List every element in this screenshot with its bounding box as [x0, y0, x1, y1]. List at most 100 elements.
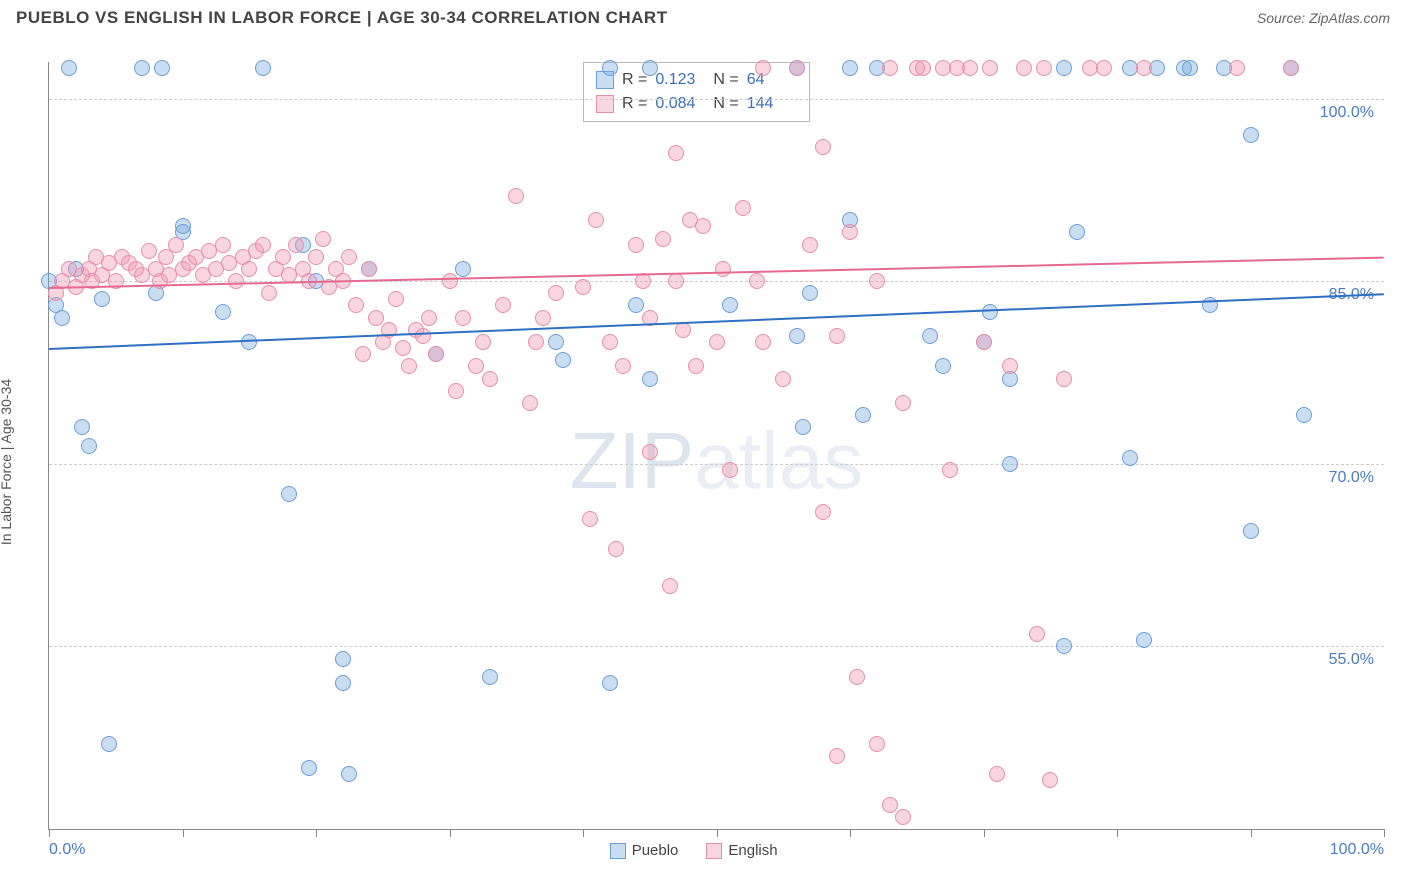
data-point: [1243, 127, 1259, 143]
data-point: [475, 334, 491, 350]
x-tick: [450, 829, 451, 837]
data-point: [642, 371, 658, 387]
data-point: [455, 261, 471, 277]
data-point: [101, 736, 117, 752]
data-point: [882, 797, 898, 813]
data-point: [555, 352, 571, 368]
data-point: [602, 60, 618, 76]
legend-swatch: [610, 843, 626, 859]
data-point: [482, 371, 498, 387]
data-point: [308, 249, 324, 265]
data-point: [1122, 450, 1138, 466]
data-point: [602, 675, 618, 691]
data-point: [61, 60, 77, 76]
data-point: [228, 273, 244, 289]
data-point: [1002, 358, 1018, 374]
data-point: [388, 291, 404, 307]
data-point: [535, 310, 551, 326]
data-point: [775, 371, 791, 387]
data-point: [1042, 772, 1058, 788]
data-point: [795, 419, 811, 435]
legend-n-label: N =: [713, 92, 738, 116]
data-point: [255, 237, 271, 253]
data-point: [662, 578, 678, 594]
data-point: [455, 310, 471, 326]
data-point: [1296, 407, 1312, 423]
data-point: [255, 60, 271, 76]
data-point: [215, 304, 231, 320]
data-point: [1136, 60, 1152, 76]
x-tick: [984, 829, 985, 837]
data-point: [829, 748, 845, 764]
x-tick: [717, 829, 718, 837]
data-point: [575, 279, 591, 295]
data-point: [915, 60, 931, 76]
data-point: [1069, 224, 1085, 240]
data-point: [1002, 456, 1018, 472]
data-point: [608, 541, 624, 557]
data-point: [341, 249, 357, 265]
data-point: [942, 462, 958, 478]
x-tick-label: 100.0%: [1330, 841, 1384, 859]
data-point: [849, 669, 865, 685]
data-point: [368, 310, 384, 326]
data-point: [829, 328, 845, 344]
data-point: [261, 285, 277, 301]
x-tick-label: 0.0%: [49, 841, 85, 859]
data-point: [241, 334, 257, 350]
data-point: [548, 285, 564, 301]
data-point: [976, 334, 992, 350]
gridline: [49, 646, 1384, 647]
data-point: [1243, 523, 1259, 539]
data-point: [1029, 626, 1045, 642]
x-tick: [1117, 829, 1118, 837]
legend-row: R =0.084N =144: [596, 92, 797, 116]
data-point: [508, 188, 524, 204]
data-point: [935, 358, 951, 374]
legend-label: Pueblo: [632, 842, 679, 859]
data-point: [215, 237, 231, 253]
data-point: [982, 60, 998, 76]
data-point: [855, 407, 871, 423]
data-point: [628, 237, 644, 253]
data-point: [1056, 371, 1072, 387]
y-tick-label: 100.0%: [1320, 104, 1374, 122]
data-point: [482, 669, 498, 685]
data-point: [715, 261, 731, 277]
data-point: [401, 358, 417, 374]
legend-item: English: [706, 842, 777, 859]
legend-n-value: 144: [747, 92, 797, 116]
data-point: [548, 334, 564, 350]
data-point: [588, 212, 604, 228]
data-point: [749, 273, 765, 289]
data-point: [755, 334, 771, 350]
data-point: [688, 358, 704, 374]
data-point: [361, 261, 377, 277]
data-point: [815, 139, 831, 155]
data-point: [415, 328, 431, 344]
x-tick: [1251, 829, 1252, 837]
data-point: [962, 60, 978, 76]
data-point: [869, 736, 885, 752]
legend-swatch: [706, 843, 722, 859]
legend-r-value: 0.084: [655, 92, 705, 116]
legend-label: English: [728, 842, 777, 859]
data-point: [154, 60, 170, 76]
y-tick-label: 70.0%: [1329, 469, 1374, 487]
data-point: [895, 395, 911, 411]
data-point: [1283, 60, 1299, 76]
data-point: [789, 60, 805, 76]
data-point: [642, 444, 658, 460]
data-point: [348, 297, 364, 313]
data-point: [94, 291, 110, 307]
data-point: [522, 395, 538, 411]
y-axis-label: In Labor Force | Age 30-34: [0, 379, 14, 545]
data-point: [842, 60, 858, 76]
data-point: [428, 346, 444, 362]
data-point: [1229, 60, 1245, 76]
x-tick: [850, 829, 851, 837]
x-tick: [316, 829, 317, 837]
gridline: [49, 99, 1384, 100]
data-point: [1136, 632, 1152, 648]
data-point: [315, 231, 331, 247]
